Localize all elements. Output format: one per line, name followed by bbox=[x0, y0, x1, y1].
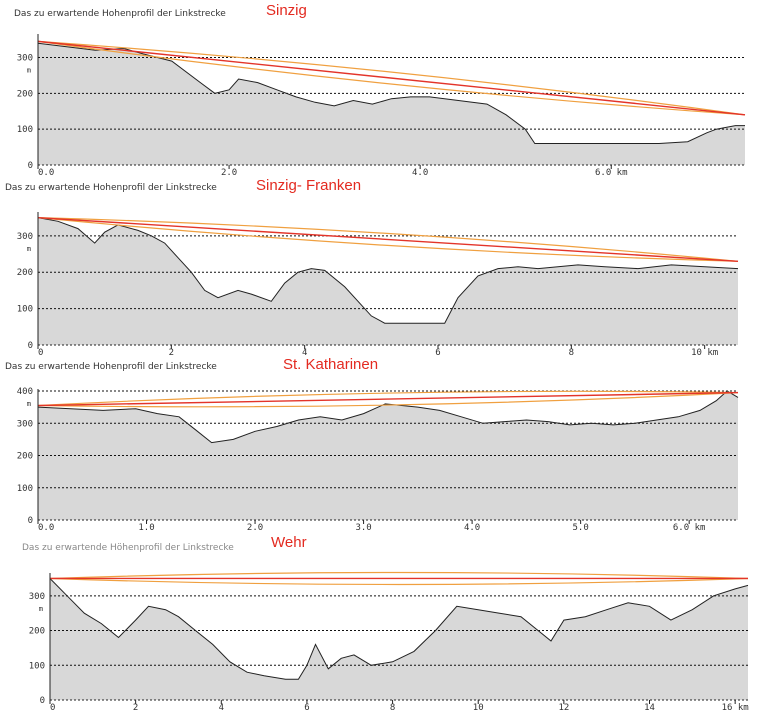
fresnel-upper bbox=[37, 390, 739, 407]
fresnel-upper bbox=[37, 217, 739, 262]
profile-chart-st-katharinen: 100 200 300 400 0 m 0.0 1.0 2.0 3.0 4.0 5.0 6.0 km bbox=[17, 387, 739, 533]
y-axis-label: m bbox=[27, 245, 31, 253]
profile-chart-wehr: 100 200 300 0 m 0 2 4 6 8 10 12 14 16 km bbox=[29, 571, 749, 713]
x-tick-label: 8 bbox=[390, 703, 395, 713]
chart-caption: Das zu erwartende Hohenprofil der Linkst… bbox=[5, 362, 217, 372]
x-tick-label: 2 bbox=[169, 348, 174, 358]
profile-panel-sinzig: Das zu erwartende Hohenprofil der Linkst… bbox=[14, 2, 746, 178]
terrain-area bbox=[38, 43, 745, 166]
y-tick-label: 100 bbox=[29, 661, 45, 671]
x-tick-label: 10 km bbox=[691, 348, 718, 358]
x-tick-label: 1.0 bbox=[138, 523, 154, 533]
x-tick-label: 14 bbox=[644, 703, 655, 713]
profile-chart-sinzig: 100 200 300 0 m 0.0 2.0 4.0 6.0 km bbox=[17, 34, 746, 178]
profile-panel-wehr: Das zu erwartende Höhenprofil der Linkst… bbox=[22, 534, 749, 713]
x-tick-label: 6.0 km bbox=[673, 523, 706, 533]
x-tick-label: 0 bbox=[50, 703, 55, 713]
x-tick-label: 12 bbox=[558, 703, 569, 713]
fresnel-lower bbox=[37, 392, 739, 408]
x-tick-label: 4 bbox=[219, 703, 224, 713]
y-tick-label: 200 bbox=[17, 268, 33, 278]
x-tick-label: 4.0 bbox=[412, 168, 428, 178]
y-tick-label: 400 bbox=[17, 387, 33, 397]
terrain-area bbox=[38, 217, 738, 345]
chart-caption: Das zu erwartende Hohenprofil der Linkst… bbox=[5, 183, 217, 193]
y-tick-label: 200 bbox=[17, 452, 33, 462]
x-tick-label: 4.0 bbox=[464, 523, 480, 533]
y-tick-label: 100 bbox=[17, 125, 33, 135]
y-tick-label: 200 bbox=[29, 627, 45, 637]
chart-caption: Das zu erwartende Höhenprofil der Linkst… bbox=[22, 543, 234, 553]
profile-panel-st-katharinen: Das zu erwartende Hohenprofil der Linkst… bbox=[5, 356, 739, 533]
x-tick-label: 5.0 bbox=[573, 523, 589, 533]
fresnel-lower bbox=[49, 577, 749, 586]
x-tick-label: 6 bbox=[435, 348, 440, 358]
x-tick-label: 0.0 bbox=[38, 523, 54, 533]
y-axis-label: m bbox=[27, 400, 31, 408]
x-tick-label: 8 bbox=[569, 348, 574, 358]
x-tick-label: 0.0 bbox=[38, 168, 54, 178]
y-tick-label: 100 bbox=[17, 484, 33, 494]
y-tick-label: 0 bbox=[28, 161, 33, 171]
terrain-line bbox=[37, 217, 739, 324]
chart-title: St. Katharinen bbox=[283, 356, 378, 373]
terrain-area bbox=[50, 578, 748, 700]
chart-title: Wehr bbox=[271, 534, 307, 551]
x-tick-label: 2 bbox=[133, 703, 138, 713]
y-tick-label: 100 bbox=[17, 305, 33, 315]
x-tick-label: 2.0 bbox=[221, 168, 237, 178]
x-tick-label: 0 bbox=[38, 348, 43, 358]
chart-title: Sinzig bbox=[266, 2, 307, 19]
chart-title: Sinzig- Franken bbox=[256, 177, 361, 194]
profile-chart-sinzig-franken: 100 200 300 0 m 0 2 4 6 8 10 km bbox=[17, 212, 739, 358]
y-tick-label: 200 bbox=[17, 89, 33, 99]
fresnel-lower bbox=[37, 40, 746, 116]
chart-caption: Das zu erwartende Hohenprofil der Linkst… bbox=[14, 9, 226, 19]
y-tick-label: 300 bbox=[29, 592, 45, 602]
terrain-line bbox=[37, 390, 739, 444]
x-tick-label: 4 bbox=[302, 348, 307, 358]
x-tick-label: 10 bbox=[473, 703, 484, 713]
link-line bbox=[37, 216, 739, 263]
terrain-line bbox=[49, 578, 749, 680]
y-tick-label: 0 bbox=[28, 341, 33, 351]
fresnel-lower bbox=[37, 217, 739, 262]
y-axis-label: m bbox=[39, 605, 43, 613]
fresnel-upper bbox=[37, 40, 746, 116]
x-tick-label: 16 km bbox=[722, 703, 749, 713]
x-tick-label: 6.0 km bbox=[595, 168, 628, 178]
x-tick-label: 2.0 bbox=[247, 523, 263, 533]
y-tick-label: 300 bbox=[17, 232, 33, 242]
profile-panel-sinzig-franken: Das zu erwartende Hohenprofil der Linkst… bbox=[5, 177, 739, 358]
y-tick-label: 300 bbox=[17, 54, 33, 64]
y-tick-label: 0 bbox=[40, 696, 45, 706]
x-tick-label: 6 bbox=[304, 703, 309, 713]
link-line bbox=[37, 40, 746, 116]
y-tick-label: 0 bbox=[28, 516, 33, 526]
terrain-line bbox=[37, 42, 745, 144]
y-tick-label: 300 bbox=[17, 419, 33, 429]
y-axis-label: m bbox=[27, 67, 31, 75]
fresnel-upper bbox=[49, 571, 749, 580]
link-line bbox=[37, 391, 739, 407]
x-tick-label: 3.0 bbox=[355, 523, 371, 533]
